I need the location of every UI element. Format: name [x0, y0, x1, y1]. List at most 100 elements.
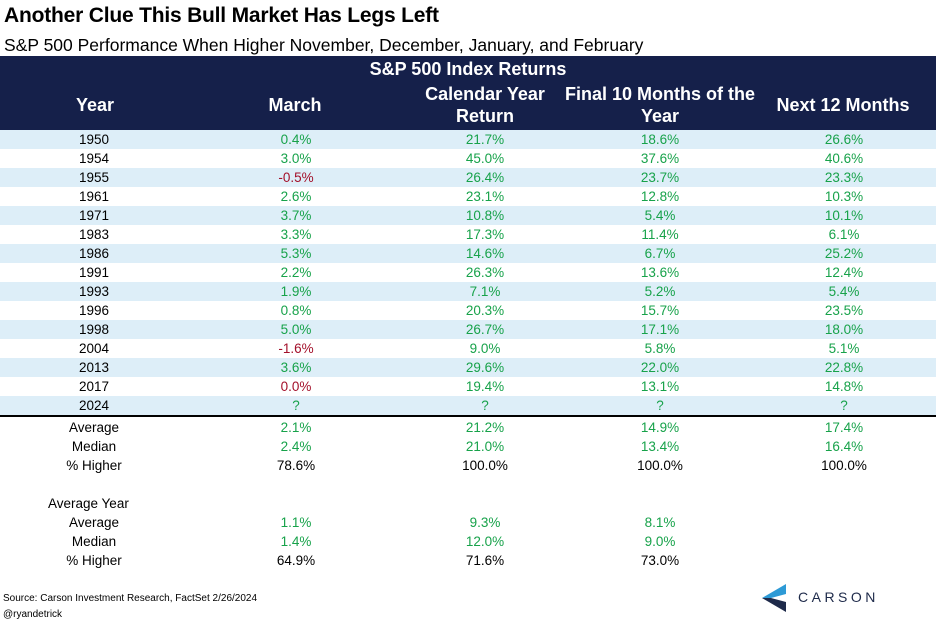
table-row: 2013 3.6% 29.6% 22.0% 22.8%: [0, 358, 936, 377]
final-10-months-cell: 6.7%: [644, 246, 676, 261]
next-12-months-cell: 18.0%: [824, 322, 864, 337]
summary-stats: Average 2.1% 21.2% 14.9% 17.4% Median 2.4% 21.0…: [0, 418, 936, 475]
next-12-months-cell: 5.1%: [828, 341, 860, 356]
next-12-months-cell: 10.1%: [824, 208, 864, 223]
final-10-months-cell: 13.1%: [640, 379, 680, 394]
final-10-months-cell: 5.2%: [644, 284, 676, 299]
calendar-year-cell: 20.3%: [465, 303, 505, 318]
march-cell: 3.7%: [280, 208, 312, 223]
next-12-months-cell: 17.4%: [824, 420, 864, 435]
carson-logo-icon: [762, 584, 786, 612]
calendar-year-cell: 21.7%: [465, 132, 505, 147]
average-year-label: Average Year: [48, 496, 129, 511]
final-10-months-cell: 9.0%: [644, 534, 676, 549]
average-year-row: Average 1.1% 9.3% 8.1%: [0, 513, 936, 532]
page-title: Another Clue This Bull Market Has Legs L…: [4, 4, 439, 27]
next-12-months-cell: 26.6%: [824, 132, 864, 147]
table-row: 1996 0.8% 20.3% 15.7% 23.5%: [0, 301, 936, 320]
march-cell: 0.8%: [280, 303, 312, 318]
final-10-months-cell: 11.4%: [641, 227, 679, 242]
year-cell: 1986: [78, 246, 110, 261]
calendar-year-cell: 7.1%: [469, 284, 501, 299]
calendar-year-cell: 14.6%: [465, 246, 505, 261]
march-cell: 2.6%: [280, 189, 312, 204]
year-cell: 1971: [78, 208, 110, 223]
stat-label: Average: [68, 420, 120, 435]
final-10-months-cell: ?: [656, 398, 664, 413]
next-12-months-cell: 12.4%: [824, 265, 864, 280]
march-cell: 1.9%: [280, 284, 312, 299]
next-12-months-cell: 22.8%: [824, 360, 864, 375]
average-year-row: Median 1.4% 12.0% 9.0%: [0, 532, 936, 551]
stat-label: % Higher: [66, 553, 122, 568]
march-cell: ?: [292, 398, 300, 413]
stat-label: Median: [71, 534, 117, 549]
calendar-year-cell: 23.1%: [465, 189, 505, 204]
next-12-months-cell: 10.3%: [824, 189, 864, 204]
year-cell: 2017: [78, 379, 110, 394]
calendar-year-cell: 26.3%: [465, 265, 505, 280]
carson-logo: CARSON: [762, 583, 892, 613]
next-12-months-cell: 5.4%: [828, 284, 860, 299]
next-12-months-cell: 14.8%: [824, 379, 864, 394]
header-group-label: S&P 500 Index Returns: [369, 59, 567, 79]
final-10-months-cell: 22.0%: [640, 360, 680, 375]
calendar-year-cell: 10.8%: [465, 208, 505, 223]
march-cell: 2.2%: [280, 265, 312, 280]
table-row: 1961 2.6% 23.1% 12.8% 10.3%: [0, 187, 936, 206]
calendar-year-cell: 100.0%: [462, 458, 508, 473]
final-10-months-cell: 5.8%: [644, 341, 676, 356]
header-next-12-months: Next 12 Months: [776, 95, 910, 115]
march-cell: 2.4%: [280, 439, 312, 454]
march-cell: 5.0%: [280, 322, 312, 337]
year-cell: 1961: [78, 189, 110, 204]
calendar-year-cell: 21.2%: [465, 420, 505, 435]
calendar-year-cell: 9.3%: [469, 515, 501, 530]
calendar-year-cell: 26.7%: [465, 322, 505, 337]
year-cell: 2024: [78, 398, 110, 413]
table-row: 1955 -0.5% 26.4% 23.7% 23.3%: [0, 168, 936, 187]
year-cell: 1993: [78, 284, 110, 299]
next-12-months-cell: ?: [840, 398, 848, 413]
march-cell: -1.6%: [278, 341, 314, 356]
next-12-months-cell: 23.3%: [824, 170, 864, 185]
year-cell: 1998: [78, 322, 110, 337]
table-row: 1950 0.4% 21.7% 18.6% 26.6%: [0, 130, 936, 149]
table-row: 1991 2.2% 26.3% 13.6% 12.4%: [0, 263, 936, 282]
march-cell: 1.1%: [280, 515, 312, 530]
table-header: S&P 500 Index Returns Year March Calenda…: [0, 56, 936, 130]
march-cell: -0.5%: [278, 170, 314, 185]
calendar-year-cell: 26.4%: [465, 170, 505, 185]
table-row: 2017 0.0% 19.4% 13.1% 14.8%: [0, 377, 936, 396]
calendar-year-cell: 45.0%: [465, 151, 505, 166]
march-cell: 3.6%: [280, 360, 312, 375]
table-divider: [0, 415, 936, 417]
table-row: 1998 5.0% 26.7% 17.1% 18.0%: [0, 320, 936, 339]
stat-label: Median: [71, 439, 117, 454]
calendar-year-cell: 29.6%: [465, 360, 505, 375]
table-row: 2004 -1.6% 9.0% 5.8% 5.1%: [0, 339, 936, 358]
header-final-10-months: Final 10 Months of the Year: [565, 84, 756, 126]
next-12-months-cell: 23.5%: [824, 303, 864, 318]
final-10-months-cell: 12.8%: [640, 189, 680, 204]
march-cell: 3.0%: [280, 151, 312, 166]
stat-row: Average 2.1% 21.2% 14.9% 17.4%: [0, 418, 936, 437]
year-cell: 2004: [78, 341, 110, 356]
next-12-months-cell: 40.6%: [824, 151, 864, 166]
header-march: March: [268, 95, 322, 115]
source-note: Source: Carson Investment Research, Fact…: [3, 593, 258, 604]
final-10-months-cell: 73.0%: [640, 553, 680, 568]
march-cell: 5.3%: [280, 246, 312, 261]
calendar-year-cell: 19.4%: [465, 379, 505, 394]
march-cell: 64.9%: [276, 553, 316, 568]
next-12-months-cell: 16.4%: [824, 439, 864, 454]
march-cell: 0.4%: [280, 132, 312, 147]
logo-text: CARSON: [798, 589, 879, 605]
header-year: Year: [75, 95, 115, 115]
calendar-year-cell: 9.0%: [469, 341, 501, 356]
calendar-year-cell: 71.6%: [465, 553, 505, 568]
march-cell: 1.4%: [280, 534, 312, 549]
final-10-months-cell: 13.4%: [640, 439, 680, 454]
average-year-row: % Higher 64.9% 71.6% 73.0%: [0, 551, 936, 570]
final-10-months-cell: 100.0%: [637, 458, 683, 473]
